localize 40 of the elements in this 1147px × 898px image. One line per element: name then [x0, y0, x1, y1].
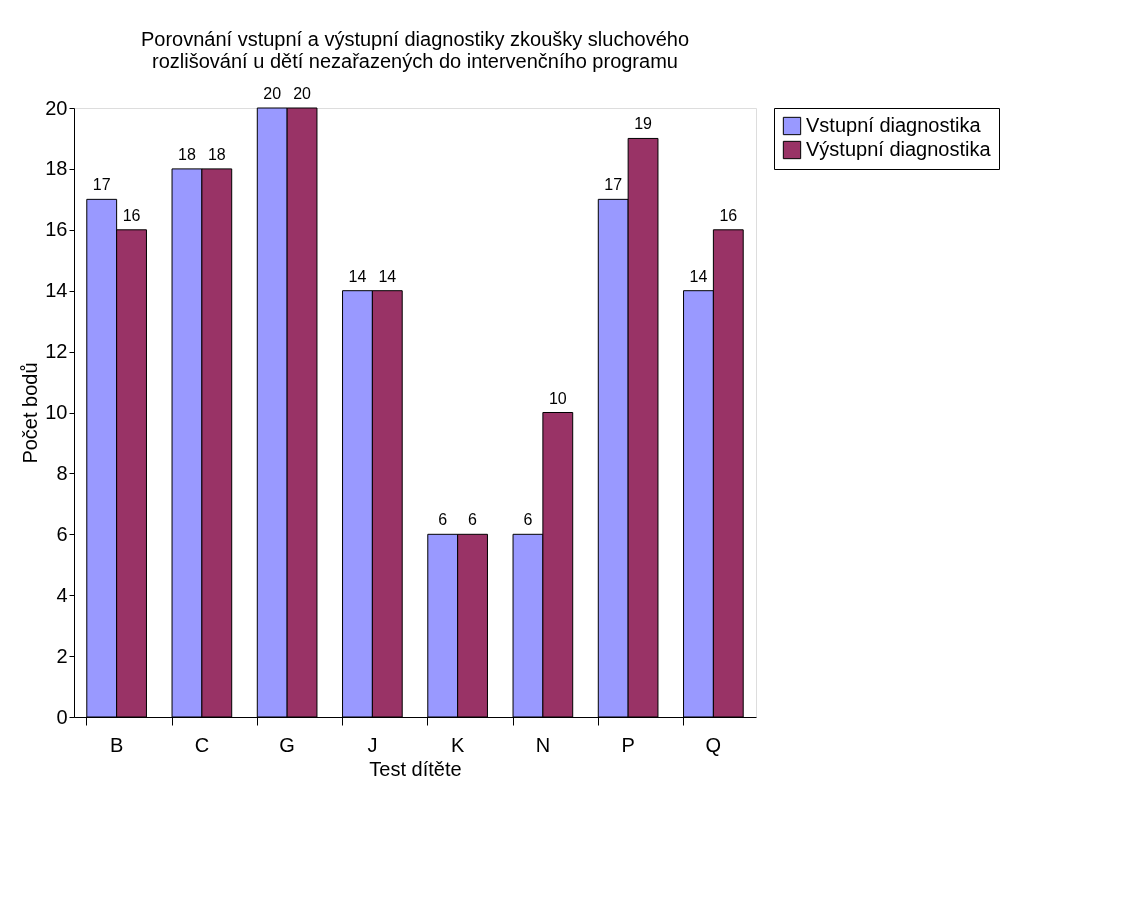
data-label: 17 — [92, 176, 111, 194]
x-tick-label: G — [279, 733, 295, 756]
x-tick-label: B — [109, 733, 124, 756]
x-tick-label: P — [621, 733, 635, 756]
chart-title: Porovnání vstupní a výstupní diagnostiky zkoušky sluchového rozlišování u dětí nezařazených do intervenčního programu — [140, 28, 690, 72]
data-label: 17 — [604, 176, 623, 194]
data-label: 16 — [719, 206, 738, 224]
data-label: 14 — [378, 267, 397, 285]
x-tick-label: Q — [705, 733, 722, 756]
y-tick-label: 14 — [45, 279, 68, 302]
data-label: 18 — [178, 145, 196, 163]
data-label: 10 — [548, 389, 567, 407]
data-label: 6 — [468, 511, 478, 529]
y-tick-label: 18 — [45, 157, 68, 180]
y-axis-title: Počet bodů — [19, 362, 42, 464]
y-tick-label: 0 — [56, 705, 68, 728]
data-label: 14 — [348, 267, 367, 285]
x-tick-label: N — [535, 733, 551, 756]
y-tick-label: 20 — [45, 96, 68, 119]
data-label: 6 — [523, 511, 533, 529]
legend-label: Výstupní diagnostika — [806, 138, 992, 160]
y-tick-label: 10 — [45, 401, 68, 423]
x-tick-label: J — [367, 733, 378, 756]
legend-label: Vstupní diagnostika — [806, 114, 982, 136]
y-tick-label: 16 — [45, 218, 68, 241]
y-tick-label: 4 — [56, 583, 68, 606]
data-label: 18 — [207, 145, 226, 163]
y-tick-label: 6 — [56, 522, 68, 545]
data-label: 6 — [438, 511, 448, 529]
x-tick-label: C — [194, 733, 210, 756]
data-label: 16 — [122, 206, 141, 224]
x-tick-label: K — [450, 733, 465, 756]
y-tick-label: 8 — [56, 461, 68, 484]
data-label: 20 — [263, 85, 282, 102]
data-label: 20 — [293, 85, 312, 102]
y-tick-label: 2 — [56, 644, 68, 667]
data-label: 14 — [689, 267, 708, 285]
data-label: 19 — [634, 115, 653, 133]
x-axis-title: Test dítěte — [369, 757, 462, 780]
y-tick-label: 12 — [45, 340, 68, 363]
